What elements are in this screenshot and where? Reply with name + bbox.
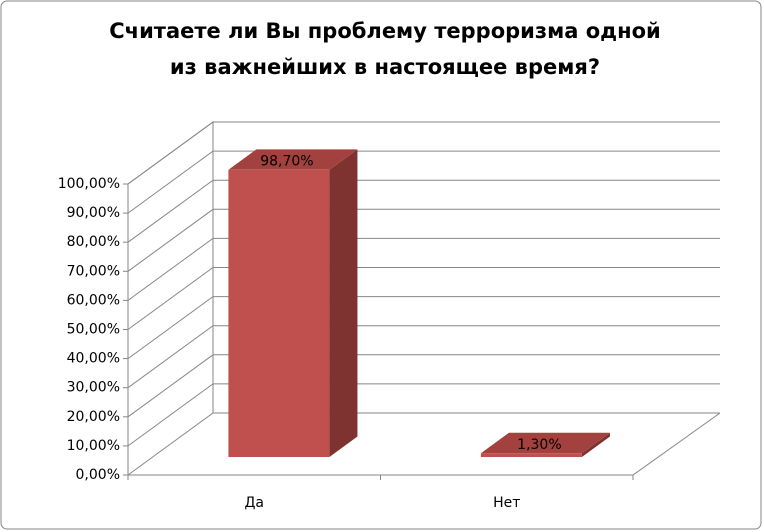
y-tick-label: 60,00%: [67, 292, 120, 308]
y-tick-label: 70,00%: [67, 263, 120, 279]
grid-line: [127, 296, 720, 360]
grid-line: [127, 267, 720, 330]
grid-line: [127, 383, 720, 447]
grid-line: [127, 121, 720, 185]
grid-line: [127, 237, 720, 301]
y-tick-label: 100,00%: [58, 176, 120, 192]
bar: [228, 169, 330, 458]
chart-title: из важнейших в настоящее время?: [170, 55, 600, 79]
y-tick-label: 80,00%: [67, 234, 120, 250]
x-tick-label: Да: [244, 495, 264, 511]
grid-line: [127, 150, 720, 214]
y-tick-label: 0,00%: [76, 467, 120, 483]
grid-line: [127, 179, 720, 243]
chart-title: Считаете ли Вы проблему терроризма одной: [109, 19, 661, 43]
bar-top: [228, 149, 358, 170]
grid-line: [127, 208, 720, 272]
y-tick-label: 20,00%: [67, 409, 120, 425]
value-label: 1,30%: [517, 437, 561, 453]
y-tick-label: 30,00%: [67, 380, 120, 396]
y-tick-label: 90,00%: [67, 205, 120, 221]
bar-side: [581, 432, 610, 458]
bar-top: [480, 432, 610, 454]
x-tick-label: Нет: [493, 495, 520, 511]
y-tick-label: 40,00%: [67, 351, 120, 367]
bar: [480, 453, 582, 458]
bar-side: [329, 149, 358, 458]
grid-line: [127, 412, 720, 476]
grid-line: [127, 354, 720, 418]
grid-line: [127, 325, 720, 389]
y-tick-label: 10,00%: [67, 438, 120, 454]
y-tick-label: 50,00%: [67, 322, 120, 338]
value-label: 98,70%: [260, 154, 313, 170]
